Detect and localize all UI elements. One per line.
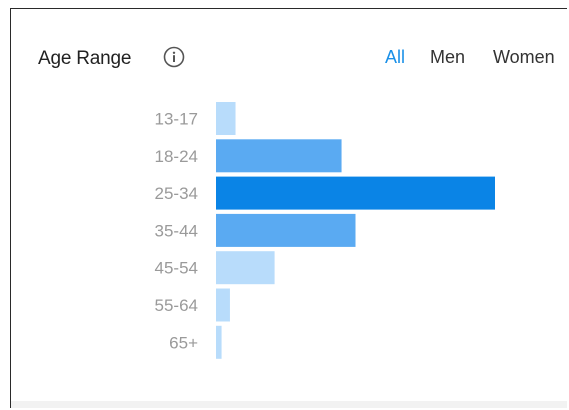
category-label-13-17: 13-17 [155, 110, 198, 129]
tab-all[interactable]: All [385, 47, 406, 67]
category-label-35-44: 35-44 [155, 221, 198, 240]
bar-35-44[interactable] [216, 213, 356, 247]
bar-13-17[interactable] [216, 102, 236, 135]
category-label-55-64: 55-64 [155, 296, 198, 315]
category-label-65+: 65+ [169, 333, 198, 352]
category-label-25-34: 25-34 [155, 184, 198, 203]
age-range-bar-chart: 13-17 18-24 25-34 35-44 45-54 55-64 65+ [155, 102, 495, 359]
category-label-18-24: 18-24 [155, 147, 198, 166]
bar-45-54[interactable] [216, 251, 275, 285]
category-label-45-54: 45-54 [155, 259, 198, 278]
bar-18-24[interactable] [216, 139, 342, 173]
age-range-card: Age Range All Men Women 13-17 18-24 25-34 3… [10, 8, 567, 408]
card-title: Age Range [38, 48, 132, 69]
bar-25-34[interactable] [216, 176, 495, 210]
tab-men[interactable]: Men [430, 47, 466, 67]
tab-women[interactable]: Women [493, 47, 555, 67]
bar-55-64[interactable] [216, 288, 230, 322]
info-icon[interactable] [163, 46, 185, 68]
bar-65+[interactable] [216, 325, 222, 359]
card-footer [11, 401, 567, 408]
